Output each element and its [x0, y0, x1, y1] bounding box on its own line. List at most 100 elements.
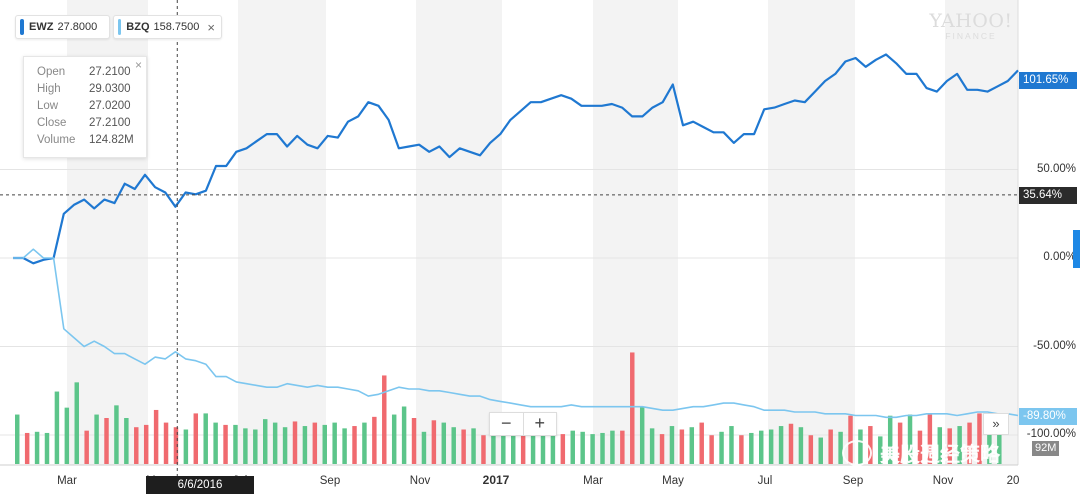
- y-tick-label: 0.00%: [1043, 251, 1076, 263]
- ohlc-label: High: [37, 83, 61, 95]
- zoom-in-button[interactable]: +: [522, 413, 557, 435]
- legend-swatch-ewz: [20, 19, 24, 35]
- ohlc-row-open: Open 27.2100: [37, 66, 145, 78]
- volume-bar: [104, 418, 109, 464]
- legend-symbol: EWZ: [29, 21, 54, 33]
- volume-bar: [778, 426, 784, 464]
- volume-bar: [272, 422, 278, 464]
- volume-bar: [848, 415, 853, 464]
- volume-bar: [878, 436, 883, 464]
- volume-bar: [897, 422, 903, 464]
- series-line-bzq: [13, 248, 1019, 419]
- legend-symbol: BZQ: [126, 21, 150, 33]
- volume-bar: [788, 423, 794, 464]
- volume-bar: [560, 434, 566, 464]
- volume-bar: [709, 435, 714, 464]
- ewz-last-value-flag: 101.65%: [1019, 72, 1077, 89]
- volume-bar: [134, 427, 139, 464]
- volume-bar: [620, 430, 625, 464]
- volume-bar: [659, 434, 665, 464]
- ohlc-label: Close: [37, 117, 67, 129]
- volume-bar: [461, 429, 466, 464]
- volume-bar: [540, 431, 546, 464]
- scroll-to-latest-button[interactable]: »: [983, 413, 1009, 435]
- watermark-text: 美股週经策略: [880, 444, 1000, 466]
- volume-bar: [411, 418, 417, 464]
- crosshair-date-flag: 6/6/2016: [146, 476, 254, 494]
- volume-bar: [24, 432, 30, 464]
- volume-bar: [887, 415, 893, 464]
- legend-swatch-bzq: [118, 19, 122, 35]
- volume-bar: [491, 432, 496, 464]
- volume-bar: [401, 406, 407, 464]
- volume-bar: [818, 437, 823, 464]
- volume-bar: [977, 413, 982, 464]
- volume-bar: [639, 406, 645, 464]
- volume-bar: [223, 424, 228, 464]
- volume-bar: [54, 391, 60, 464]
- volume-bar: [649, 428, 655, 464]
- volume-bar: [570, 430, 575, 464]
- volume-bar: [749, 432, 754, 464]
- ohlc-value: 27.2100: [89, 117, 131, 129]
- volume-bar: [15, 414, 20, 464]
- close-icon[interactable]: ×: [207, 19, 215, 35]
- volume-bar: [917, 430, 923, 464]
- logo-line1: YAHOO!: [929, 10, 1013, 32]
- x-tick-label: May: [662, 475, 684, 487]
- x-tick-label: Mar: [583, 475, 603, 487]
- yahoo-finance-logo: YAHOO! FINANCE: [926, 12, 1016, 41]
- volume-bar: [868, 426, 873, 464]
- volume-bar: [451, 427, 456, 464]
- ohlc-label: Open: [37, 66, 66, 78]
- legend-chip-bzq[interactable]: BZQ 158.7500 ×: [113, 15, 222, 39]
- volume-bar: [153, 409, 159, 464]
- volume-bar: [967, 422, 972, 464]
- y-tick-label: 50.00%: [1036, 163, 1076, 175]
- volume-bar: [213, 422, 218, 464]
- volume-bar: [441, 422, 447, 464]
- volume-bar: [600, 432, 605, 464]
- volume-bar: [679, 429, 685, 464]
- month-band: [945, 0, 1018, 465]
- volume-bar: [471, 428, 476, 464]
- wechat-watermark: 美股週经策略: [842, 438, 1000, 467]
- side-panel-toggle[interactable]: [1073, 230, 1080, 268]
- x-tick-label: 20: [1007, 475, 1020, 487]
- volume-bar: [729, 426, 734, 464]
- volume-bar: [610, 430, 615, 464]
- volume-bar: [421, 431, 427, 464]
- month-band: [416, 0, 502, 465]
- x-tick-label: Jul: [758, 475, 773, 487]
- volume-bar: [501, 431, 506, 464]
- volume-bar: [312, 422, 318, 464]
- close-icon[interactable]: ×: [134, 58, 142, 72]
- volume-bar: [699, 422, 704, 464]
- volume-bar: [332, 422, 337, 464]
- legend-chip-ewz[interactable]: EWZ 27.8000: [15, 15, 110, 39]
- volume-bar: [282, 427, 288, 464]
- volume-bar: [143, 424, 149, 464]
- series-line-ewz: [13, 53, 1019, 265]
- volume-bar: [124, 418, 129, 464]
- volume-bar: [907, 414, 913, 464]
- volume-bar: [34, 431, 40, 464]
- volume-bar: [253, 429, 258, 464]
- month-band: [593, 0, 678, 465]
- volume-bar: [431, 420, 437, 464]
- volume-bar: [520, 432, 526, 464]
- volume-bar: [382, 375, 387, 464]
- volume-bar: [987, 420, 992, 464]
- legend-value: 27.8000: [57, 21, 98, 33]
- volume-last-flag: 92M: [1032, 441, 1060, 456]
- x-tick-label: Nov: [933, 475, 954, 487]
- ohlc-label: Volume: [37, 134, 76, 146]
- volume-bar: [44, 432, 50, 464]
- y-tick-label: -100.00%: [1026, 428, 1076, 440]
- volume-bar: [114, 405, 119, 464]
- zoom-out-button[interactable]: −: [500, 413, 512, 433]
- volume-bar: [947, 428, 952, 464]
- volume-bar: [997, 424, 1002, 464]
- volume-bar: [391, 414, 397, 464]
